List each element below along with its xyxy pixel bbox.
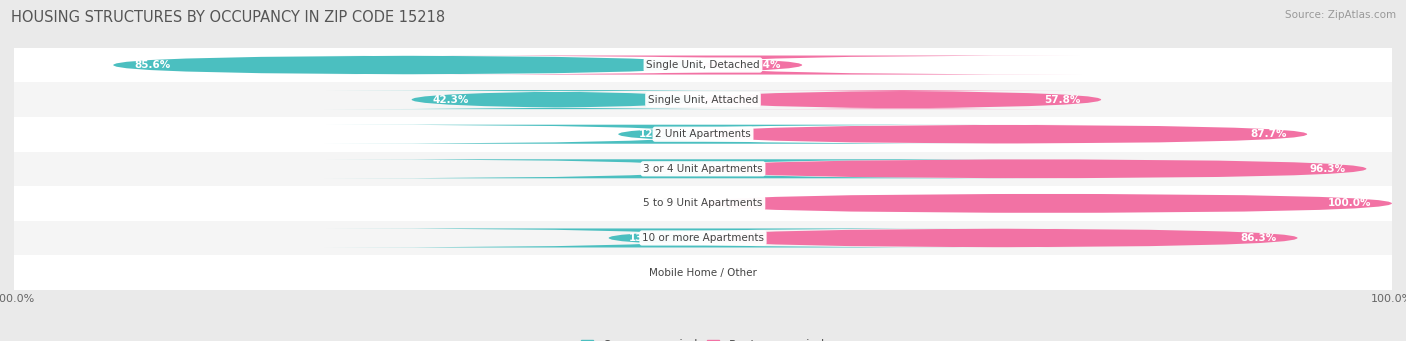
Text: 3.7%: 3.7% — [640, 164, 666, 174]
Text: 0.0%: 0.0% — [652, 198, 678, 208]
Text: 13.7%: 13.7% — [630, 233, 665, 243]
Text: 0.0%: 0.0% — [728, 268, 754, 278]
Text: 5 to 9 Unit Apartments: 5 to 9 Unit Apartments — [644, 198, 762, 208]
FancyBboxPatch shape — [703, 228, 1298, 248]
Text: 96.3%: 96.3% — [1309, 164, 1346, 174]
Text: 14.4%: 14.4% — [745, 60, 782, 70]
FancyBboxPatch shape — [323, 90, 790, 109]
FancyBboxPatch shape — [423, 56, 1083, 75]
Text: Mobile Home / Other: Mobile Home / Other — [650, 268, 756, 278]
Bar — [14, 117, 1392, 151]
Text: 85.6%: 85.6% — [134, 60, 170, 70]
Text: 12.3%: 12.3% — [638, 129, 675, 139]
FancyBboxPatch shape — [323, 125, 997, 144]
Bar — [14, 151, 1392, 186]
Text: Single Unit, Detached: Single Unit, Detached — [647, 60, 759, 70]
Bar — [14, 255, 1392, 290]
FancyBboxPatch shape — [323, 159, 1056, 178]
Text: HOUSING STRUCTURES BY OCCUPANCY IN ZIP CODE 15218: HOUSING STRUCTURES BY OCCUPANCY IN ZIP C… — [11, 10, 446, 25]
FancyBboxPatch shape — [703, 194, 1392, 213]
Text: 57.8%: 57.8% — [1045, 94, 1081, 105]
Text: 3 or 4 Unit Apartments: 3 or 4 Unit Apartments — [643, 164, 763, 174]
Text: 86.3%: 86.3% — [1240, 233, 1277, 243]
Bar — [14, 48, 1392, 82]
Text: 2 Unit Apartments: 2 Unit Apartments — [655, 129, 751, 139]
Text: 100.0%: 100.0% — [1327, 198, 1371, 208]
Text: 42.3%: 42.3% — [432, 94, 468, 105]
Text: 87.7%: 87.7% — [1250, 129, 1286, 139]
FancyBboxPatch shape — [114, 56, 703, 75]
FancyBboxPatch shape — [703, 159, 1367, 178]
Bar — [14, 221, 1392, 255]
Bar — [14, 82, 1392, 117]
Text: 10 or more Apartments: 10 or more Apartments — [643, 233, 763, 243]
Text: Source: ZipAtlas.com: Source: ZipAtlas.com — [1285, 10, 1396, 20]
FancyBboxPatch shape — [323, 228, 987, 248]
FancyBboxPatch shape — [703, 125, 1308, 144]
FancyBboxPatch shape — [703, 90, 1101, 109]
Legend: Owner-occupied, Renter-occupied: Owner-occupied, Renter-occupied — [581, 339, 825, 341]
Bar — [14, 186, 1392, 221]
Text: 0.0%: 0.0% — [652, 268, 678, 278]
Text: Single Unit, Attached: Single Unit, Attached — [648, 94, 758, 105]
